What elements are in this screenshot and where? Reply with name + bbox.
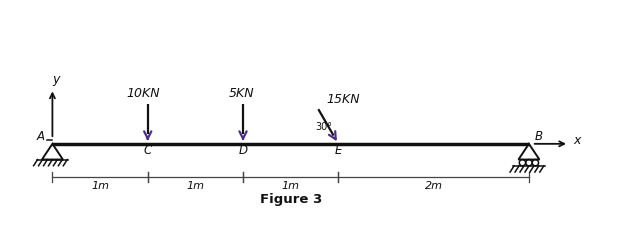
Text: E: E: [335, 144, 342, 157]
Text: 1m: 1m: [91, 181, 109, 191]
Text: 30°: 30°: [316, 122, 333, 132]
Text: A: A: [36, 130, 45, 143]
Text: 10KN: 10KN: [126, 87, 160, 100]
Text: Figure 3: Figure 3: [260, 193, 322, 206]
Text: y: y: [53, 73, 60, 86]
Text: 15KN: 15KN: [327, 93, 360, 107]
Text: B: B: [535, 130, 543, 143]
Text: 5KN: 5KN: [228, 87, 254, 100]
Text: 1m: 1m: [186, 181, 204, 191]
Text: 1m: 1m: [282, 181, 299, 191]
Text: D: D: [238, 144, 248, 157]
Text: C: C: [143, 144, 152, 157]
Text: 2m: 2m: [425, 181, 443, 191]
Text: x: x: [573, 134, 581, 147]
